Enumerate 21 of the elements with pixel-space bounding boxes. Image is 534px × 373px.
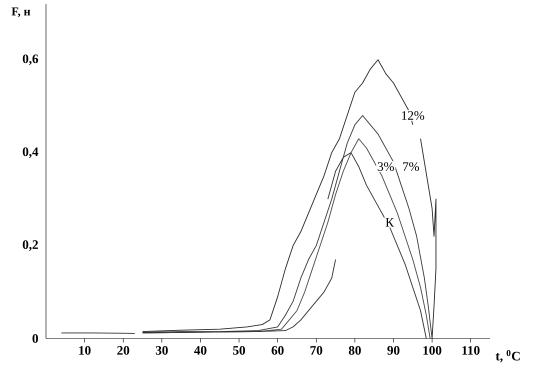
y-tick-label: 0,4 (22, 147, 38, 158)
x-tick-label: 100 (423, 346, 442, 355)
x-tick-label: 50 (233, 346, 246, 355)
annotation: 3% (378, 162, 394, 171)
x-tick-label: 60 (272, 346, 284, 355)
annotation: 12% (402, 111, 424, 120)
x-tick-label: 40 (194, 346, 206, 355)
x-tick-label: 90 (387, 346, 400, 355)
annotation: 7% (403, 162, 420, 171)
y-axis-title: F, н (12, 8, 30, 18)
y-tick-label: 0,2 (22, 240, 38, 251)
x-tick-label: 70 (310, 346, 322, 355)
x-tick-label: 110 (462, 346, 480, 355)
y-tick-label: 0 (32, 334, 38, 343)
annotation: К (386, 218, 394, 227)
x-tick-label: 20 (117, 346, 130, 355)
x-tick-label: 80 (348, 346, 361, 355)
x-tick-label: 10 (79, 346, 91, 355)
x-tick-label: 30 (156, 346, 168, 355)
y-tick-label: 0,6 (22, 54, 38, 66)
x-axis-title: t, $^{0}$C (496, 350, 520, 362)
